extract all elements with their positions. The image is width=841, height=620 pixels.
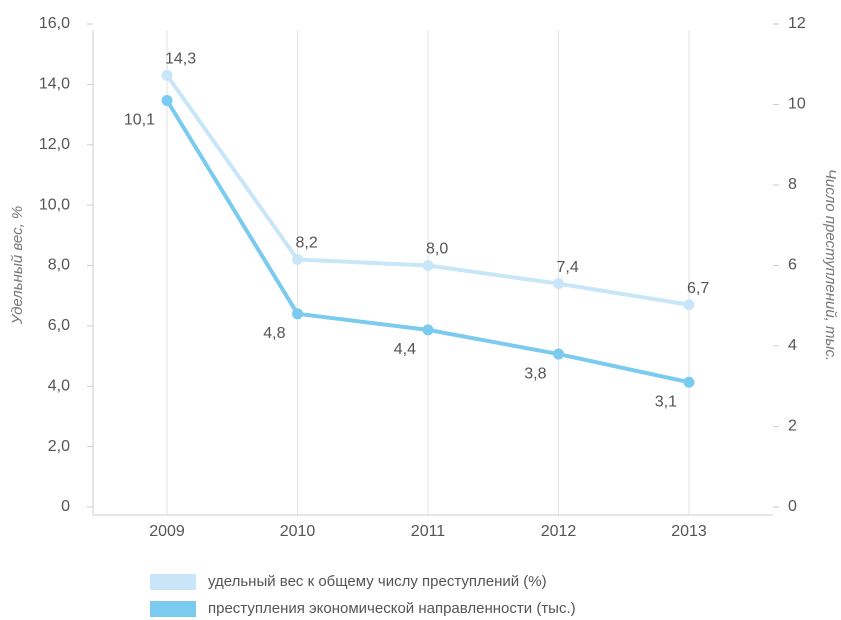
y-tick-label: 0 xyxy=(61,498,70,515)
y2-tick-label: 8 xyxy=(788,176,797,193)
x-tick-label: 2009 xyxy=(149,523,185,540)
data-label: 7,4 xyxy=(557,259,579,276)
data-label: 6,7 xyxy=(687,280,709,297)
data-point xyxy=(683,299,695,311)
y-axis-label: Удельный вес, % xyxy=(9,206,26,326)
legend-swatch xyxy=(150,601,196,617)
data-label: 8,2 xyxy=(296,235,318,252)
y-tick-label: 14,0 xyxy=(39,76,70,93)
data-point xyxy=(422,324,434,336)
data-point xyxy=(553,348,564,360)
y-tick-label: 6,0 xyxy=(48,317,70,334)
y-tick-label: 10,0 xyxy=(39,196,70,213)
y-tick-label: 2,0 xyxy=(48,438,70,455)
data-point xyxy=(422,260,434,271)
legend-label: преступления экономической направленност… xyxy=(208,600,576,617)
data-point xyxy=(161,94,173,106)
data-point xyxy=(683,376,695,388)
data-point xyxy=(292,308,303,320)
data-label: 10,1 xyxy=(124,112,155,129)
y2-tick-label: 6 xyxy=(788,257,797,274)
y2-tick-label: 12 xyxy=(788,15,806,32)
data-point xyxy=(553,278,564,290)
y2-tick-label: 0 xyxy=(788,498,797,515)
y2-tick-label: 4 xyxy=(788,337,797,354)
x-tick-label: 2013 xyxy=(671,523,707,540)
x-tick-label: 2012 xyxy=(541,523,577,540)
data-label: 4,4 xyxy=(394,341,416,358)
x-tick-label: 2011 xyxy=(411,523,446,540)
x-tick-label: 2010 xyxy=(280,523,316,540)
y2-tick-label: 2 xyxy=(788,418,797,435)
y2-axis-label: Число преступлений, тыс. xyxy=(822,169,839,361)
y2-tick-label: 10 xyxy=(788,96,806,113)
y-tick-label: 16,0 xyxy=(39,15,70,32)
data-point xyxy=(292,253,303,265)
data-label: 14,3 xyxy=(165,51,196,68)
data-label: 4,8 xyxy=(263,325,285,342)
data-label: 8,0 xyxy=(426,241,448,258)
legend-swatch xyxy=(150,574,196,590)
data-label: 3,8 xyxy=(524,365,546,382)
y-tick-label: 12,0 xyxy=(39,136,70,153)
data-label: 3,1 xyxy=(655,393,677,410)
y-tick-label: 8,0 xyxy=(48,257,70,274)
data-point xyxy=(161,69,173,81)
y-tick-label: 4,0 xyxy=(48,377,70,394)
legend-label: удельный вес к общему числу преступлений… xyxy=(208,573,547,590)
